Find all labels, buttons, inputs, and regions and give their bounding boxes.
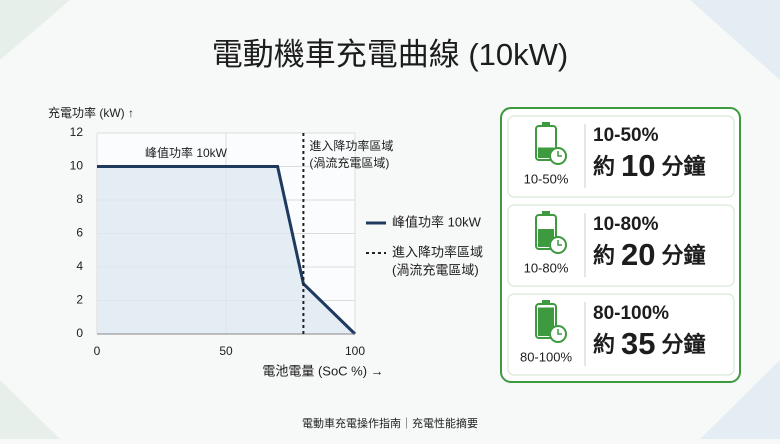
decoration [690,0,780,80]
battery-cap [542,211,550,215]
range: 80-100% [593,303,669,324]
range: 10-50% [593,125,659,146]
threshold-annotation: (渦流充電區域) [309,155,389,170]
duration-minutes: 10 [621,148,655,183]
y-tick-label: 2 [76,293,83,307]
battery-cap [542,122,550,126]
y-tick-label: 12 [70,125,84,139]
x-axis-label: 電池電量 (SoC %) → [262,363,383,378]
battery-level [538,147,554,158]
duration-prefix: 約 [593,243,615,268]
y-axis-label: 充電功率 (kW) ↑ [48,105,134,120]
annotation: 峰值功率 10kW [145,145,228,160]
x-tick-label: 100 [345,344,365,358]
decoration [0,0,70,60]
duration-minutes: 20 [621,237,655,272]
duration-unit: 分鐘 [662,154,706,179]
y-tick-label: 8 [76,192,83,206]
area [97,166,355,334]
duration: 約 10 分鐘 [593,148,706,183]
duration-unit: 分鐘 [662,243,706,268]
duration-minutes: 35 [621,326,655,361]
duration-prefix: 約 [593,154,615,179]
duration: 約 20 分鐘 [593,237,706,272]
legend-label: 峰值功率 10kW [392,214,482,229]
clock-hands [557,240,562,246]
duration: 約 35 分鐘 [593,326,706,361]
decoration [0,380,60,439]
legend-label: 進入降功率區域 [392,244,483,259]
y-tick-label: 4 [76,259,83,273]
y-tick-label: 0 [76,326,83,340]
title: 電動機車充電曲線 (10kW) [212,37,569,72]
footer: 電動車充電操作指南｜充電性能摘要 [302,416,478,430]
range: 10-80% [593,214,659,235]
duration-unit: 分鐘 [662,332,706,357]
clock-hands [557,329,562,335]
threshold-annotation: 進入降功率區域 [309,138,393,153]
icon-label: 10-80% [524,260,569,275]
card [507,293,735,376]
duration-prefix: 約 [593,332,615,357]
legend-label: (渦流充電區域) [392,262,479,277]
battery-level [538,307,554,336]
x-tick-label: 50 [219,344,233,358]
card [507,115,735,198]
y-tick-label: 6 [76,226,83,240]
line [97,165,357,336]
card [507,204,735,287]
decoration [700,360,780,439]
battery-cap [542,300,550,304]
y-tick-label: 10 [70,159,84,173]
icon-label: 80-100% [520,349,572,364]
x-tick-label: 0 [94,344,101,358]
clock-hands [557,151,562,157]
icon-label: 10-50% [524,171,569,186]
